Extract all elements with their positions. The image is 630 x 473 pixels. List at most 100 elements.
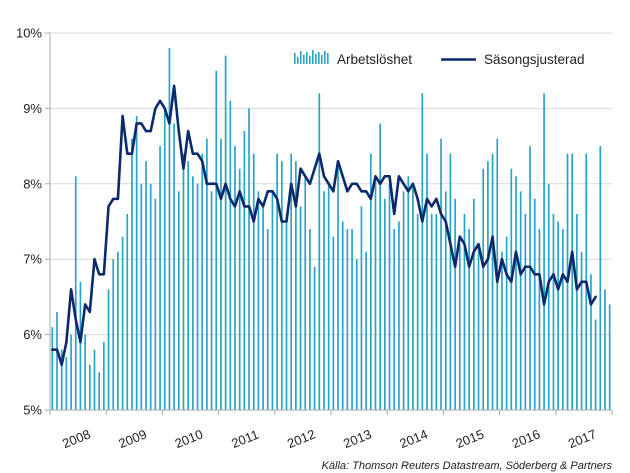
legend-bar-glyph	[324, 51, 326, 64]
bar	[65, 357, 68, 410]
bar	[327, 183, 330, 410]
bar	[374, 176, 377, 410]
bar	[519, 191, 522, 410]
bar	[515, 176, 517, 410]
bar	[163, 108, 166, 411]
bar	[56, 311, 58, 410]
bar	[145, 161, 147, 410]
bar	[262, 206, 264, 410]
bar	[332, 236, 335, 410]
bar	[280, 161, 283, 410]
xtick-label: 2010	[173, 426, 205, 451]
bar	[290, 153, 293, 410]
bar	[154, 198, 157, 410]
bar	[107, 289, 110, 410]
bar	[51, 327, 54, 410]
bar	[117, 251, 119, 410]
legend-bar-glyph	[294, 53, 296, 64]
xtick-label: 2008	[60, 426, 92, 451]
bar	[510, 168, 513, 410]
bar	[576, 213, 578, 410]
bar	[458, 244, 461, 410]
bar	[285, 213, 288, 410]
bar	[444, 191, 447, 410]
legend-bar-glyph	[309, 56, 311, 64]
bar	[229, 100, 232, 411]
ytick-label: 6%	[23, 327, 42, 342]
xtick-label: 2014	[397, 426, 429, 451]
bar	[482, 168, 485, 410]
bar	[112, 259, 115, 410]
bar	[529, 146, 531, 410]
bar	[416, 213, 419, 410]
bar	[557, 221, 559, 410]
xtick-label: 2015	[454, 426, 486, 451]
bar	[571, 153, 574, 410]
xtick-label: 2017	[566, 426, 598, 451]
bar	[140, 183, 143, 410]
bar	[430, 213, 433, 410]
bar	[196, 183, 199, 410]
bar	[210, 191, 213, 410]
ytick-label: 7%	[23, 252, 42, 267]
bar	[252, 153, 255, 410]
bar	[435, 213, 438, 410]
bar-series-arbetsloshet	[51, 48, 611, 411]
legend-bar-icon	[294, 50, 329, 64]
line-sasongsjusterad	[51, 84, 597, 367]
bar	[543, 93, 545, 410]
bar	[103, 342, 105, 410]
bar	[365, 251, 367, 410]
bar	[351, 229, 353, 410]
bar	[238, 168, 241, 410]
bar	[538, 229, 541, 410]
bar	[248, 108, 250, 411]
bar	[149, 183, 152, 410]
bar	[477, 244, 480, 410]
bar	[590, 274, 592, 410]
bar	[393, 229, 396, 410]
bar	[266, 229, 269, 410]
bar	[79, 281, 82, 410]
bar	[220, 138, 222, 410]
grid-layer	[50, 32, 612, 411]
bar	[440, 138, 442, 410]
bar	[323, 191, 325, 410]
bar	[388, 183, 391, 410]
legend-bar-glyph	[306, 52, 308, 64]
bar	[449, 153, 452, 410]
xtick-label: 2013	[341, 426, 373, 451]
bar	[60, 349, 63, 410]
bar	[355, 259, 358, 410]
bar	[168, 48, 171, 410]
ytick-label: 8%	[23, 176, 42, 191]
bar	[271, 191, 274, 410]
legend-bar-glyph	[303, 55, 305, 64]
bar	[93, 349, 96, 410]
bar	[487, 161, 489, 410]
xtick-label: 2009	[116, 426, 148, 451]
bar	[173, 123, 175, 410]
legend-bar-glyph	[318, 52, 320, 64]
bar	[243, 131, 246, 410]
bar	[131, 138, 133, 410]
legend-bar-glyph	[327, 53, 329, 64]
bar	[599, 146, 602, 410]
bar	[426, 153, 428, 410]
ytick-label: 9%	[23, 101, 42, 116]
bar	[407, 176, 410, 410]
bar	[295, 161, 297, 410]
bar	[501, 251, 503, 410]
bar	[561, 229, 564, 410]
xtick-label: 2011	[229, 427, 261, 451]
line-series-sasongsjusterad	[51, 84, 597, 367]
bar	[552, 213, 555, 410]
bar	[524, 213, 527, 410]
bar	[608, 304, 611, 410]
xtick-label: 2016	[510, 426, 542, 451]
bar	[533, 198, 536, 410]
bar	[341, 221, 344, 410]
bar	[224, 55, 227, 411]
bar	[346, 229, 349, 410]
